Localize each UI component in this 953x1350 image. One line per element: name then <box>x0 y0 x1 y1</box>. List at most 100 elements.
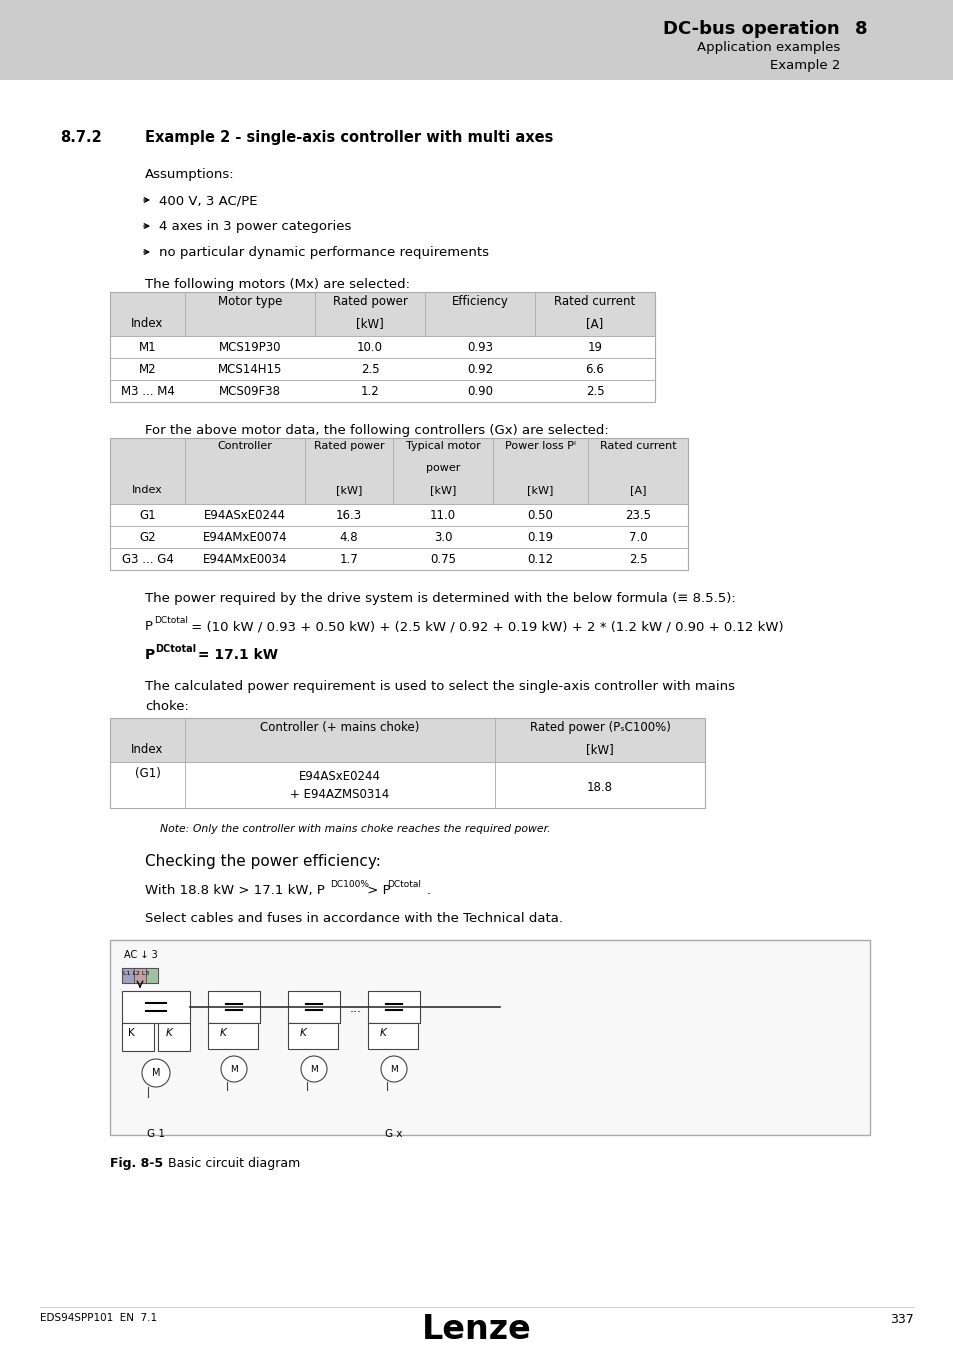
Text: M: M <box>230 1065 237 1075</box>
Text: The following motors (Mx) are selected:: The following motors (Mx) are selected: <box>145 278 410 292</box>
Text: 0.50: 0.50 <box>527 509 553 522</box>
Text: 337: 337 <box>889 1314 913 1326</box>
Text: [A]: [A] <box>629 485 645 495</box>
Bar <box>110 504 687 526</box>
Text: 0.93: 0.93 <box>467 342 493 354</box>
Text: Assumptions:: Assumptions: <box>145 167 234 181</box>
Bar <box>110 437 687 504</box>
Bar <box>208 1023 257 1049</box>
Text: G3 ... G4: G3 ... G4 <box>121 554 173 566</box>
Bar <box>288 991 339 1023</box>
Circle shape <box>142 1058 170 1087</box>
Text: DCtotal: DCtotal <box>387 880 420 890</box>
Bar <box>110 526 687 548</box>
Text: Basic circuit diagram: Basic circuit diagram <box>168 1157 300 1170</box>
Text: DC-bus operation: DC-bus operation <box>662 20 840 38</box>
Text: The power required by the drive system is determined with the below formula (≡ 8: The power required by the drive system i… <box>145 593 735 605</box>
Text: 400 V, 3 AC/PE: 400 V, 3 AC/PE <box>159 194 257 207</box>
Text: Efficiency: Efficiency <box>451 296 508 308</box>
Text: E94AMxE0074: E94AMxE0074 <box>202 531 287 544</box>
Text: [kW]: [kW] <box>585 743 613 756</box>
Bar <box>122 968 158 983</box>
Text: 11.0: 11.0 <box>430 509 456 522</box>
Text: Lenze: Lenze <box>421 1314 532 1346</box>
Text: 0.90: 0.90 <box>467 385 493 398</box>
Text: AC ↓ 3: AC ↓ 3 <box>124 950 157 960</box>
Text: 16.3: 16.3 <box>335 509 362 522</box>
Bar <box>110 718 704 761</box>
Circle shape <box>301 1056 327 1081</box>
Text: Rated power: Rated power <box>314 441 384 451</box>
Text: 8: 8 <box>854 20 866 38</box>
Text: power: power <box>425 463 459 472</box>
Bar <box>110 761 704 809</box>
Text: 18.8: 18.8 <box>586 782 613 794</box>
Text: = 17.1 kW: = 17.1 kW <box>193 648 277 662</box>
Text: Index: Index <box>132 317 164 329</box>
Text: G x: G x <box>385 1129 402 1139</box>
Text: M: M <box>390 1065 397 1075</box>
Bar <box>368 991 419 1023</box>
Text: 1.7: 1.7 <box>339 554 358 566</box>
Text: Example 2 - single-axis controller with multi axes: Example 2 - single-axis controller with … <box>145 130 553 144</box>
Text: K: K <box>166 1027 172 1038</box>
Text: Index: Index <box>132 743 164 756</box>
Text: 1.2: 1.2 <box>360 385 379 398</box>
Bar <box>110 437 687 570</box>
Text: .: . <box>427 884 431 896</box>
Text: MCS14H15: MCS14H15 <box>217 363 282 377</box>
Text: no particular dynamic performance requirements: no particular dynamic performance requir… <box>159 246 489 259</box>
Text: M2: M2 <box>138 363 156 377</box>
Text: 4 axes in 3 power categories: 4 axes in 3 power categories <box>159 220 351 234</box>
Text: Example 2: Example 2 <box>769 59 840 72</box>
Bar <box>110 940 869 1135</box>
Text: M: M <box>310 1065 317 1075</box>
Text: 3.0: 3.0 <box>434 531 452 544</box>
Text: 0.92: 0.92 <box>466 363 493 377</box>
Text: 2.5: 2.5 <box>585 385 603 398</box>
Text: Motor type: Motor type <box>217 296 282 308</box>
Text: Rated power: Rated power <box>333 296 407 308</box>
Text: E94ASxE0244: E94ASxE0244 <box>204 509 286 522</box>
Bar <box>122 1023 153 1052</box>
Text: 2.5: 2.5 <box>360 363 379 377</box>
Bar <box>110 336 655 358</box>
Bar <box>368 1023 417 1049</box>
Text: K: K <box>299 1027 307 1038</box>
Text: 10.0: 10.0 <box>356 342 382 354</box>
Text: [A]: [A] <box>586 317 603 329</box>
Text: With 18.8 kW > 17.1 kW, P: With 18.8 kW > 17.1 kW, P <box>145 884 325 896</box>
Text: L1 L2 L3: L1 L2 L3 <box>123 971 150 976</box>
Text: P: P <box>145 620 152 633</box>
Circle shape <box>380 1056 407 1081</box>
Text: The calculated power requirement is used to select the single-axis controller wi: The calculated power requirement is used… <box>145 680 734 693</box>
Text: E94AMxE0034: E94AMxE0034 <box>203 554 287 566</box>
Text: M3 ... M4: M3 ... M4 <box>120 385 174 398</box>
Bar <box>110 358 655 379</box>
Text: 0.19: 0.19 <box>527 531 553 544</box>
Circle shape <box>221 1056 247 1081</box>
Text: Index: Index <box>132 485 163 495</box>
Bar <box>146 968 158 983</box>
Bar <box>122 968 133 983</box>
Text: 8.7.2: 8.7.2 <box>60 130 102 144</box>
Text: choke:: choke: <box>145 701 189 713</box>
Text: For the above motor data, the following controllers (Gx) are selected:: For the above motor data, the following … <box>145 424 608 437</box>
Text: Select cables and fuses in accordance with the Technical data.: Select cables and fuses in accordance wi… <box>145 913 562 925</box>
Text: DC100%: DC100% <box>330 880 369 890</box>
Text: Rated current: Rated current <box>599 441 676 451</box>
Text: G2: G2 <box>139 531 155 544</box>
Text: > P: > P <box>363 884 390 896</box>
Text: Note: Only the controller with mains choke reaches the required power.: Note: Only the controller with mains cho… <box>160 824 550 834</box>
Text: Rated current: Rated current <box>554 296 635 308</box>
Text: 19: 19 <box>587 342 602 354</box>
Text: ...: ... <box>350 1002 361 1015</box>
Text: MCS19P30: MCS19P30 <box>218 342 281 354</box>
Text: 23.5: 23.5 <box>624 509 650 522</box>
Text: E94ASxE0244: E94ASxE0244 <box>298 769 380 783</box>
Text: 2.5: 2.5 <box>628 554 647 566</box>
Text: EDS94SPP101  EN  7.1: EDS94SPP101 EN 7.1 <box>40 1314 157 1323</box>
Bar <box>133 968 146 983</box>
Bar <box>208 991 260 1023</box>
Text: M: M <box>152 1068 160 1079</box>
